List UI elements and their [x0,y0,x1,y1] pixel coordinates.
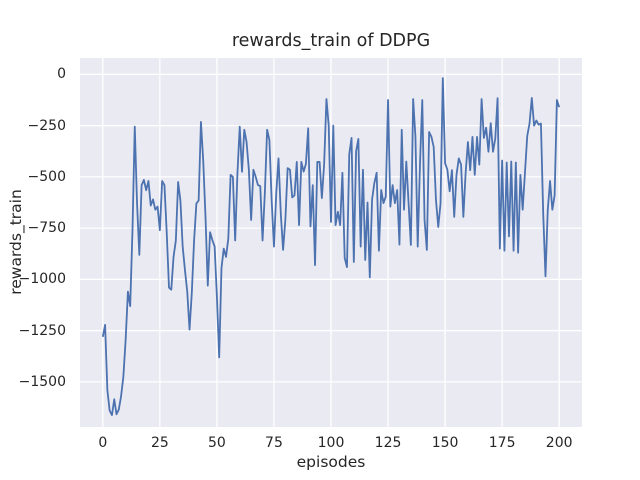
y-axis-label: rewards_train [7,189,25,295]
x-tick-label: 200 [545,435,573,451]
y-tick-label: −1000 [18,271,66,288]
y-tick-label: −750 [27,220,66,237]
x-tick-label: 50 [207,435,226,451]
y-tick-label: −500 [27,168,66,185]
x-tick-label: 150 [431,435,459,451]
x-tick-label: 75 [265,435,283,451]
chart-canvas [80,58,582,427]
y-tick-label: −1250 [18,322,66,339]
x-axis-label: episodes [296,453,366,471]
y-tick-label: −1500 [18,373,66,390]
x-tick-label: 0 [98,435,108,451]
plot-title: rewards_train of DDPG [231,31,431,51]
grid [80,58,582,427]
plot-area [80,58,582,427]
x-tick-label: 175 [488,435,516,451]
x-tick-label: 125 [374,435,402,451]
series-line [101,77,561,417]
x-tick-label: 25 [150,435,169,451]
y-tick-label: 0 [57,66,66,83]
y-tick-label: −250 [27,117,66,134]
x-tick-label: 100 [317,435,345,451]
